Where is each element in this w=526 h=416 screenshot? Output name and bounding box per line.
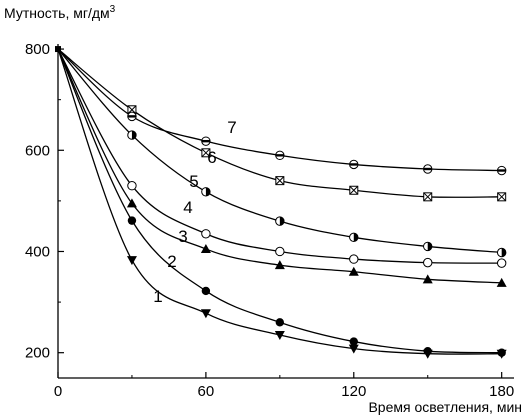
series-2-point xyxy=(349,337,358,346)
x-axis-title: Время осветления, мин xyxy=(368,399,522,415)
marker-fill xyxy=(279,216,285,226)
marker-fill xyxy=(205,187,211,196)
series-1-point xyxy=(348,344,359,354)
marker-cross xyxy=(275,176,285,185)
series-2-label: 2 xyxy=(167,252,176,271)
series-2-point xyxy=(423,346,432,356)
start-point xyxy=(55,46,61,53)
marker-cross xyxy=(127,105,137,115)
curves xyxy=(57,48,502,355)
series-7-point xyxy=(275,150,285,161)
marker-fill xyxy=(501,248,506,257)
x-tick-label: 0 xyxy=(54,383,62,400)
series-3-point xyxy=(422,274,433,284)
axes: 0 60 120 180 200 400 600 800 xyxy=(25,41,514,400)
series-6-point xyxy=(497,192,507,202)
marker-bar xyxy=(127,115,137,118)
series-4-point xyxy=(349,254,359,264)
marker-bar xyxy=(497,169,506,172)
series-3-point xyxy=(496,277,507,287)
series-5-point xyxy=(201,187,211,197)
series-5-point xyxy=(423,241,433,252)
series-2-point xyxy=(201,286,211,296)
series-1-point xyxy=(274,330,285,340)
series-4-label: 4 xyxy=(183,198,192,217)
series-3-point xyxy=(200,243,211,253)
series-5-label: 5 xyxy=(189,172,198,191)
series-7-point xyxy=(349,159,359,170)
x-tick-label: 60 xyxy=(198,383,215,400)
series-2-point xyxy=(127,216,137,225)
series-5-point xyxy=(275,216,285,226)
markers xyxy=(55,46,507,359)
series-6-label: 6 xyxy=(207,148,216,167)
series-6-point xyxy=(349,185,359,195)
series-1-line xyxy=(57,48,502,355)
y-tick-label: 400 xyxy=(25,243,50,260)
series-7-label: 7 xyxy=(227,118,236,137)
series-7-point xyxy=(496,165,507,176)
series-6-point xyxy=(275,176,285,186)
series-2-point xyxy=(275,318,285,327)
x-tick-label: 120 xyxy=(341,383,366,400)
series-7-point xyxy=(127,111,137,122)
series-1-point xyxy=(126,256,137,266)
marker-cross xyxy=(349,185,359,195)
series-5-point xyxy=(496,247,507,258)
series-4-point xyxy=(201,229,211,239)
series-7-point xyxy=(201,136,211,146)
series-2-point xyxy=(497,348,506,357)
series-5-point xyxy=(349,232,359,243)
marker-cross xyxy=(201,148,211,158)
y-axis-title: Мутность, мг/дм3 xyxy=(4,4,116,21)
series-labels: 123 4 567 xyxy=(153,118,236,306)
series-6-point xyxy=(201,148,211,158)
series-3-point xyxy=(348,266,359,276)
marker-fill xyxy=(353,233,358,242)
x-tick-label: 180 xyxy=(489,383,514,400)
marker-bar xyxy=(201,139,211,143)
series-7-point xyxy=(423,164,433,174)
marker-bar xyxy=(275,154,285,157)
marker-fill xyxy=(131,130,137,140)
series-1-point xyxy=(200,309,211,319)
y-tick-label: 200 xyxy=(25,345,50,362)
series-5-point xyxy=(127,130,137,140)
y-tick-label: 800 xyxy=(25,41,50,58)
y-axis-title-sup: 3 xyxy=(110,4,116,15)
marker-cross xyxy=(497,192,507,202)
series-3-label: 3 xyxy=(178,227,187,246)
series-4-point xyxy=(127,180,137,191)
marker-fill xyxy=(427,242,432,251)
series-4-point xyxy=(496,258,507,268)
series-2-line xyxy=(57,48,502,354)
y-tick-label: 600 xyxy=(25,142,50,159)
series-1-label: 1 xyxy=(153,287,162,306)
y-axis-title-main: Мутность, мг/дм xyxy=(4,5,110,21)
marker-bar xyxy=(423,167,432,171)
series-4-point xyxy=(275,246,285,257)
series-4-point xyxy=(423,257,433,268)
marker-bar xyxy=(349,163,358,166)
series-6-point xyxy=(127,105,137,115)
series-3-point xyxy=(126,198,137,208)
marker-cross xyxy=(423,192,433,202)
series-6-point xyxy=(423,192,433,202)
series-3-point xyxy=(274,260,285,270)
